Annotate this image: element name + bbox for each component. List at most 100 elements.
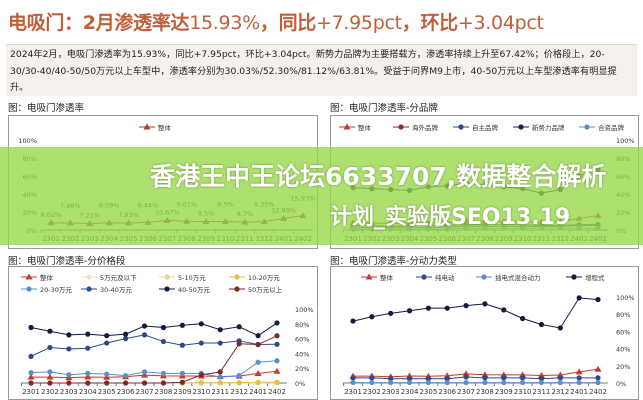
x-tick-label: 2402: [268, 388, 286, 396]
data-point: [47, 380, 53, 386]
x-tick-label: 2308: [155, 388, 173, 396]
data-point: [198, 372, 204, 378]
legend-label: 自主品牌: [472, 123, 499, 132]
data-point: [27, 373, 35, 380]
legend-label: 30-40万元: [100, 286, 132, 294]
legend-label: 50万元以上: [248, 285, 283, 294]
data-point: [406, 376, 413, 382]
legend-marker: [86, 286, 92, 292]
y-tick-label: 60%: [295, 336, 309, 344]
legend-marker: [164, 286, 170, 292]
data-point: [538, 321, 545, 328]
data-point: [254, 369, 262, 376]
series-line: [352, 368, 599, 378]
data-point: [557, 379, 563, 386]
x-tick-label: 2310: [514, 388, 532, 396]
legend-label: 整体: [380, 273, 394, 282]
data-point: [274, 333, 280, 339]
data-point: [28, 370, 34, 376]
series-line: [31, 335, 278, 384]
x-tick-label: 2303: [382, 388, 400, 396]
data-point: [444, 379, 450, 386]
data-point: [255, 359, 261, 365]
legend-marker: [398, 124, 404, 130]
title-prefix: 电吸门：2月渗透率达: [8, 12, 190, 34]
data-point: [538, 379, 545, 386]
title-sep: ，环比: [401, 12, 458, 34]
legend-label: 5万元及以下: [100, 274, 137, 282]
y-tick-label: 40%: [295, 350, 309, 358]
data-point: [141, 332, 148, 338]
x-tick-label: 2302: [363, 388, 381, 396]
x-tick-label: 2302: [41, 388, 59, 396]
y-tick-label: 80%: [295, 321, 309, 329]
legend-label: 纯电动: [435, 273, 455, 282]
legend-marker: [421, 274, 427, 280]
x-tick-label: 2307: [136, 388, 154, 396]
chart-caption-overall: 图：电吸门渗透率: [8, 103, 85, 114]
y-tick-label: 40%: [616, 346, 630, 354]
data-point: [104, 340, 110, 346]
data-point: [179, 379, 185, 385]
y-tick-label: 60%: [616, 328, 630, 336]
data-point: [501, 379, 507, 386]
data-point: [104, 333, 110, 339]
data-point: [179, 322, 185, 328]
data-point: [47, 328, 53, 334]
data-point: [85, 380, 91, 386]
data-point: [46, 373, 54, 380]
chart-caption-brand: 图：电吸门渗透率-分品牌: [330, 103, 438, 114]
chart-price: 2301 2302 2303 2304 2305 2306 2307 2308 2309 2310…: [8, 266, 318, 400]
legend-marker: [25, 273, 33, 280]
legend-label: 海外品牌: [412, 123, 439, 132]
data-point: [538, 376, 545, 382]
data-point: [481, 371, 489, 378]
title-mom: +3.04pct: [457, 12, 544, 34]
data-point: [255, 379, 261, 385]
data-point: [217, 380, 223, 386]
data-point: [557, 375, 563, 381]
data-point: [66, 380, 72, 386]
x-tick-label: 2301: [22, 388, 40, 396]
data-point: [66, 346, 72, 352]
series-line: [30, 334, 278, 357]
data-point: [236, 341, 242, 347]
data-point: [425, 376, 431, 382]
data-point: [255, 333, 261, 339]
data-point: [576, 379, 582, 386]
series-line: [353, 376, 598, 380]
legend-label: 整体: [158, 123, 172, 132]
overlay-banner: 香港王中王论坛6633707,数据整合解析 计划_实验版SEO13.19: [0, 147, 643, 245]
x-tick-label: 2305: [98, 388, 116, 396]
data-point: [443, 372, 451, 379]
data-point: [274, 358, 280, 364]
data-point: [388, 310, 394, 316]
data-point: [179, 370, 185, 376]
x-tick-label: 2301: [344, 388, 362, 396]
data-point: [273, 367, 281, 374]
legend-marker: [143, 123, 151, 130]
data-point: [123, 331, 129, 337]
data-point: [217, 374, 223, 380]
legend-marker: [571, 274, 577, 280]
data-point: [66, 332, 72, 338]
x-tick-label: 2308: [476, 388, 494, 396]
x-tick-label: 2305: [419, 388, 437, 396]
x-tick-label: 2306: [438, 388, 456, 396]
data-point: [160, 370, 167, 376]
data-point: [575, 368, 583, 375]
legend-label: 20-30万元: [40, 286, 72, 294]
data-point: [217, 340, 223, 346]
y-tick-label: 100%: [616, 294, 635, 302]
data-point: [595, 379, 601, 386]
x-tick-label: 2309: [495, 388, 513, 396]
data-point: [141, 369, 148, 375]
data-point: [160, 338, 167, 345]
data-point: [85, 331, 91, 337]
data-point: [236, 380, 242, 386]
data-point: [520, 375, 526, 381]
data-point: [141, 323, 148, 329]
data-point: [595, 375, 601, 381]
legend-marker: [164, 274, 170, 280]
data-point: [463, 379, 469, 386]
